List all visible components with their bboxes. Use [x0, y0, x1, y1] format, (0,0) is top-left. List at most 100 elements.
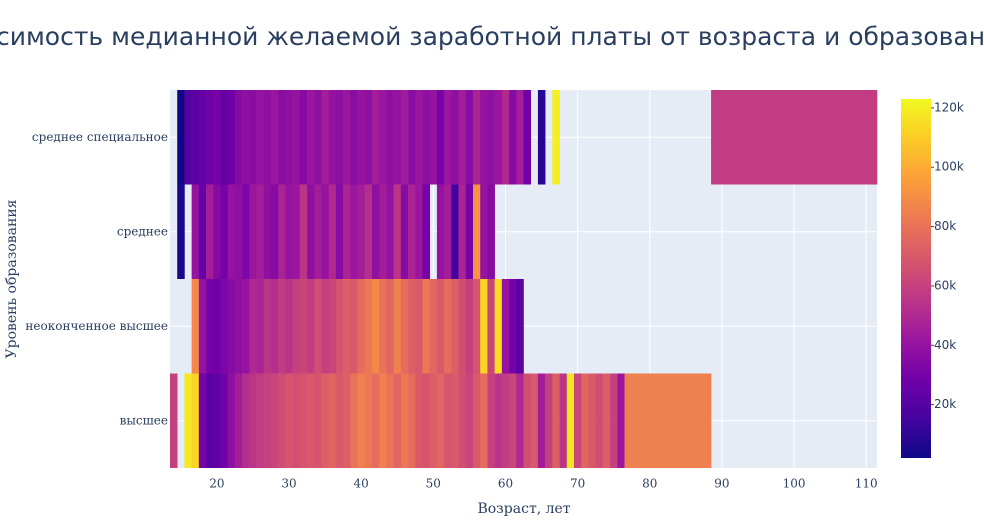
heatmap-cell — [436, 373, 445, 468]
heatmap-cell — [314, 373, 322, 468]
heatmap-cell — [393, 279, 402, 374]
heatmap-cell — [227, 279, 236, 374]
x-tick-label: 110 — [855, 477, 878, 491]
heatmap-cell — [379, 90, 387, 185]
heatmap-cell — [581, 373, 589, 468]
heatmap-cell — [227, 184, 236, 279]
heatmap-cell — [458, 279, 467, 374]
heatmap-cell — [213, 373, 221, 468]
heatmap-cell — [242, 279, 250, 374]
heatmap-cell — [436, 90, 445, 185]
heatmap-cell — [501, 373, 510, 468]
heatmap-cell — [220, 90, 229, 185]
heatmap-cell — [328, 373, 337, 468]
heatmap-cell — [415, 373, 423, 468]
heatmap-cell — [307, 279, 315, 374]
heatmap-cell — [227, 90, 236, 185]
heatmap-cell — [523, 373, 532, 468]
heatmap-cell — [335, 90, 344, 185]
heatmap-cell — [386, 184, 394, 279]
heatmap-cell — [444, 90, 452, 185]
heatmap-cell — [444, 279, 452, 374]
heatmap-cell — [256, 279, 265, 374]
heatmap-cell — [271, 279, 279, 374]
heatmap-cell — [552, 373, 560, 468]
heatmap-cell — [249, 373, 257, 468]
x-tick-label: 20 — [209, 477, 224, 491]
heatmap-cell — [343, 279, 351, 374]
heatmap-cell — [256, 90, 265, 185]
heatmap-cell — [263, 373, 272, 468]
heatmap-cell — [271, 90, 279, 185]
heatmap-cell — [335, 184, 344, 279]
heatmap-cell — [537, 373, 546, 468]
heatmap-cell — [292, 279, 301, 374]
heatmap-cell — [191, 279, 200, 374]
heatmap-cell — [372, 184, 380, 279]
heatmap-cell — [220, 373, 229, 468]
chart-title: Зависимость медианной желаемой заработно… — [0, 22, 984, 51]
heatmap-cell — [509, 373, 517, 468]
heatmap-cell — [458, 373, 467, 468]
heatmap-cell — [234, 279, 243, 374]
heatmap-cell — [494, 90, 503, 185]
heatmap-cell — [170, 373, 178, 468]
heatmap-cell — [242, 373, 250, 468]
heatmap-cell — [177, 90, 185, 185]
y-tick-label: неоконченное высшее — [25, 319, 168, 333]
heatmap-cell — [191, 373, 200, 468]
heatmap-cell — [545, 373, 553, 468]
heatmap-cell — [242, 90, 250, 185]
heatmap-cell — [458, 90, 467, 185]
heatmap-cell — [263, 279, 272, 374]
heatmap-cell — [393, 90, 402, 185]
heatmap-cell — [509, 90, 517, 185]
heatmap-cell — [278, 184, 286, 279]
heatmap-cell — [350, 279, 358, 374]
heatmap-cell — [213, 184, 221, 279]
heatmap-cell — [299, 373, 308, 468]
heatmap-cell — [249, 90, 257, 185]
heatmap-cell — [372, 373, 380, 468]
heatmap-cell — [711, 90, 878, 185]
heatmap-cell — [509, 279, 517, 374]
heatmap-cell — [444, 184, 452, 279]
heatmap-cell — [321, 279, 330, 374]
heatmap-cell — [379, 373, 387, 468]
heatmap-cell — [523, 90, 532, 185]
heatmap-cell — [451, 373, 459, 468]
heatmap-cell — [552, 90, 560, 185]
heatmap-cell — [285, 279, 293, 374]
heatmap-cell — [494, 373, 503, 468]
x-tick-label: 90 — [714, 477, 729, 491]
heatmap-cell — [364, 90, 373, 185]
heatmap-cell — [213, 279, 221, 374]
heatmap-cell — [588, 373, 596, 468]
heatmap-cell — [234, 184, 243, 279]
heatmap-cell — [198, 90, 207, 185]
heatmap-cell — [198, 184, 207, 279]
heatmap-cell — [177, 184, 185, 279]
heatmap-cell — [335, 373, 344, 468]
heatmap-cell — [263, 184, 272, 279]
colorbar-tick-label: 40k — [934, 338, 956, 352]
heatmap-cell — [393, 184, 402, 279]
heatmap-cell — [379, 279, 387, 374]
heatmap-cell — [617, 373, 625, 468]
x-tick-label: 50 — [426, 477, 441, 491]
heatmap-cell — [328, 184, 337, 279]
heatmap-cell — [227, 373, 236, 468]
heatmap-cell — [314, 279, 322, 374]
heatmap-cell — [473, 373, 481, 468]
heatmap-cell — [473, 184, 481, 279]
heatmap-cell — [451, 184, 459, 279]
heatmap-cell — [372, 279, 380, 374]
heatmap-cell — [234, 90, 243, 185]
heatmap-cell — [350, 373, 358, 468]
heatmap-cell — [422, 90, 431, 185]
heatmap-cell — [429, 90, 438, 185]
heatmap-cell — [321, 373, 330, 468]
heatmap-cell — [429, 279, 438, 374]
heatmap-cell — [408, 184, 416, 279]
